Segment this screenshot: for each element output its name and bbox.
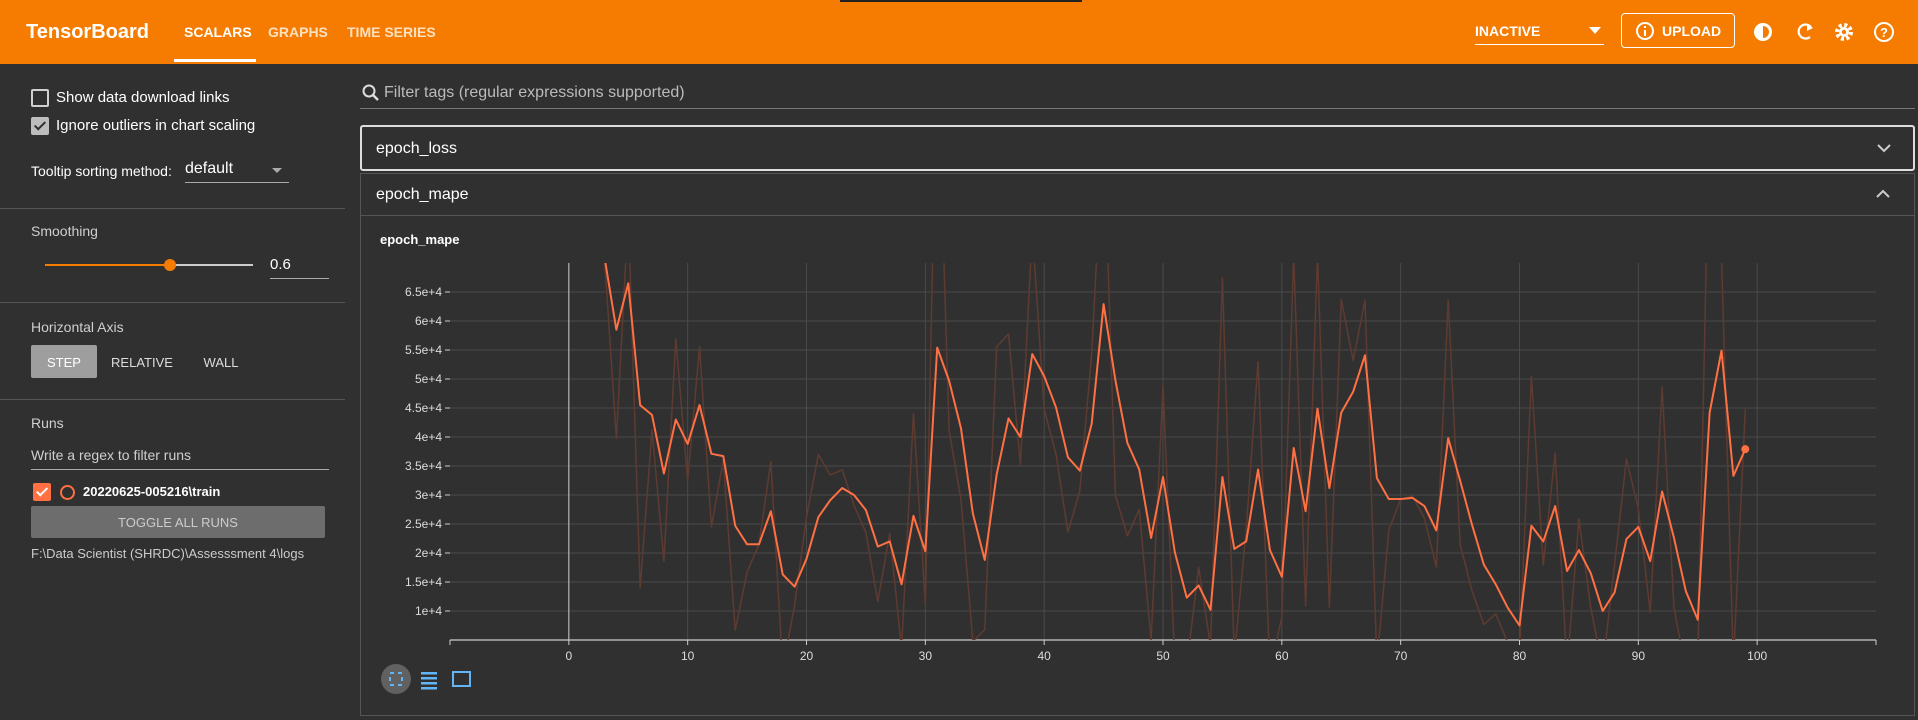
checkbox[interactable] xyxy=(31,89,49,107)
theme-icon[interactable] xyxy=(1754,23,1772,41)
button-label: TOGGLE ALL RUNS xyxy=(118,515,238,530)
app-title: TensorBoard xyxy=(26,21,149,43)
filter-underline xyxy=(360,108,1915,109)
input-underline xyxy=(31,469,329,470)
card-title: epoch_loss xyxy=(376,140,457,157)
run-filter[interactable]: Write a regex to filter runs xyxy=(31,447,192,463)
x-tick-label: 0 xyxy=(565,649,572,663)
section-label: Smoothing xyxy=(31,223,98,239)
run-checkbox[interactable] xyxy=(33,483,51,501)
tooltip-label: Tooltip sorting method: xyxy=(31,163,172,179)
chart-tools xyxy=(381,664,471,694)
x-tick-label: 30 xyxy=(919,649,933,663)
y-tick-label: 3e+4 xyxy=(415,488,442,502)
plot-area xyxy=(604,263,1750,640)
toggle-all-button[interactable]: TOGGLE ALL RUNS xyxy=(31,506,325,538)
card-title: epoch_mape xyxy=(376,186,469,203)
checkbox-label: Show data download links xyxy=(56,89,230,106)
tag-filter[interactable]: Filter tags (regular expressions support… xyxy=(384,84,685,101)
checkbox[interactable] xyxy=(31,117,49,135)
input-underline xyxy=(270,278,329,279)
divider xyxy=(0,399,345,400)
x-tick-label: 50 xyxy=(1156,649,1170,663)
y-tick-label: 4e+4 xyxy=(415,430,442,444)
toggle-selected xyxy=(31,345,97,378)
fit-domain-button[interactable] xyxy=(452,671,471,687)
tooltip-select[interactable]: default xyxy=(185,160,234,177)
x-tick-label: 60 xyxy=(1275,649,1289,663)
select-underline xyxy=(1475,44,1604,45)
section-label: Runs xyxy=(31,415,64,431)
y-tick-label: 6.5e+4 xyxy=(405,285,442,299)
tab-indicator xyxy=(174,59,256,62)
log-scale-button[interactable] xyxy=(421,672,437,690)
card-header[interactable]: epoch_mape xyxy=(360,173,1915,216)
select-underline xyxy=(185,182,289,183)
reload-icon[interactable] xyxy=(1797,23,1813,40)
y-tick-label: 2e+4 xyxy=(415,546,442,560)
upload-label: UPLOAD xyxy=(1662,23,1722,39)
x-tick-label: 100 xyxy=(1747,649,1767,663)
settings-icon[interactable] xyxy=(1835,23,1853,41)
y-tick-label: 1e+4 xyxy=(415,604,442,618)
x-tick-label: 70 xyxy=(1394,649,1408,663)
y-tick-label: 5e+4 xyxy=(415,372,442,386)
checkbox-label: Ignore outliers in chart scaling xyxy=(56,117,256,134)
axis-option[interactable]: RELATIVE xyxy=(111,355,173,370)
x-tick-label: 20 xyxy=(800,649,814,663)
tab[interactable]: TIME SERIES xyxy=(347,24,436,40)
divider xyxy=(0,208,345,209)
fullscreen-button[interactable] xyxy=(381,664,411,694)
tab[interactable]: SCALARS xyxy=(184,24,252,40)
upload-button[interactable]: UPLOAD xyxy=(1621,13,1735,48)
help-icon[interactable]: ? xyxy=(1874,22,1894,42)
expand-icon xyxy=(1877,144,1891,153)
x-tick-label: 80 xyxy=(1513,649,1527,663)
y-tick-label: 6e+4 xyxy=(415,314,442,328)
raw-line xyxy=(604,263,1747,640)
chart-title: epoch_mape xyxy=(380,232,459,247)
logdir: F:\Data Scientist (SHRDC)\Assesssment 4\… xyxy=(31,546,305,561)
y-tick-label: 3.5e+4 xyxy=(405,459,442,473)
axis-option[interactable]: WALL xyxy=(203,355,239,370)
y-tick-label: 4.5e+4 xyxy=(405,401,442,415)
collapse-icon xyxy=(1876,189,1890,198)
section-label: Horizontal Axis xyxy=(31,319,124,335)
top-strip xyxy=(840,0,1082,2)
last-point xyxy=(1741,445,1750,454)
run-name: 20220625-005216\train xyxy=(83,484,221,499)
slider-thumb[interactable] xyxy=(163,259,176,271)
y-tick-label: 2.5e+4 xyxy=(405,517,442,531)
status-select[interactable]: INACTIVE xyxy=(1475,23,1541,39)
x-tick-label: 10 xyxy=(681,649,695,663)
info-icon xyxy=(1636,22,1654,40)
x-tick-label: 90 xyxy=(1632,649,1646,663)
run-color[interactable] xyxy=(60,485,75,500)
y-tick-label: 5.5e+4 xyxy=(405,343,442,357)
dropdown-arrow xyxy=(272,168,282,173)
dropdown-arrow xyxy=(1589,27,1601,34)
header: TensorBoard SCALARS GRAPHS TIME SERIES I… xyxy=(0,0,1918,64)
axis-option[interactable]: STEP xyxy=(47,355,81,370)
divider xyxy=(0,302,345,303)
card-header[interactable]: epoch_loss xyxy=(360,125,1915,171)
tab[interactable]: GRAPHS xyxy=(268,24,328,40)
svg-text:?: ? xyxy=(1880,25,1888,40)
smoothed-line xyxy=(604,263,1747,627)
header-icons: ? xyxy=(1754,22,1894,42)
y-tick-label: 1.5e+4 xyxy=(405,575,442,589)
x-tick-label: 40 xyxy=(1037,649,1051,663)
smoothing-value[interactable]: 0.6 xyxy=(270,256,291,273)
search-icon xyxy=(362,84,379,101)
slider-fill xyxy=(45,264,170,266)
